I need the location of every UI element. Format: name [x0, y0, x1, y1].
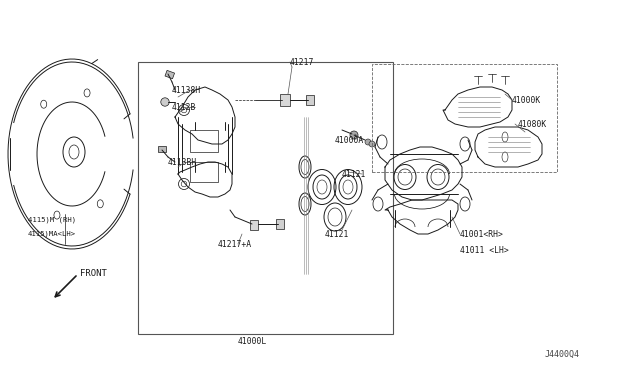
Bar: [190, 130, 218, 152]
Circle shape: [350, 131, 358, 139]
Bar: [250, 220, 258, 230]
Text: 41121: 41121: [342, 170, 366, 179]
Bar: [190, 162, 218, 182]
Bar: [138, 62, 393, 334]
Text: J4400Q4: J4400Q4: [545, 350, 580, 359]
Circle shape: [369, 141, 375, 147]
Text: 4115)M (RH): 4115)M (RH): [28, 217, 76, 223]
Text: 41217+A: 41217+A: [218, 240, 252, 248]
Text: 4113BH: 4113BH: [168, 157, 197, 167]
Text: FRONT: FRONT: [80, 269, 107, 279]
Circle shape: [161, 98, 169, 106]
Text: 41121: 41121: [325, 230, 349, 238]
Bar: [276, 219, 284, 229]
Text: 4115)MA<LH>: 4115)MA<LH>: [28, 231, 76, 237]
Bar: [158, 146, 166, 152]
Bar: [372, 64, 557, 172]
Text: 4112B: 4112B: [172, 103, 196, 112]
Text: 41000A: 41000A: [335, 135, 364, 144]
Text: 41080K: 41080K: [518, 119, 547, 128]
Bar: [280, 94, 290, 106]
Circle shape: [365, 139, 371, 145]
Text: 41217: 41217: [290, 58, 314, 67]
Text: 41138H: 41138H: [172, 86, 201, 94]
Bar: [306, 95, 314, 105]
Text: 41011 <LH>: 41011 <LH>: [460, 246, 509, 254]
Text: 41000L: 41000L: [237, 337, 267, 346]
Bar: [165, 70, 175, 79]
Text: 41000K: 41000K: [512, 96, 541, 105]
Text: 41001<RH>: 41001<RH>: [460, 230, 504, 238]
